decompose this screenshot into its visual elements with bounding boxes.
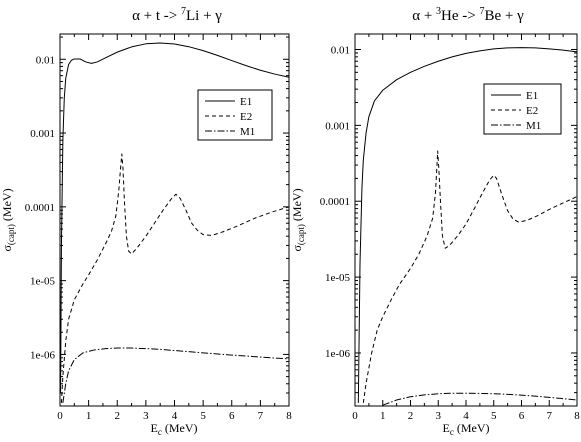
x-tick-label: 4 (463, 410, 469, 422)
legend-box (197, 89, 273, 141)
series-e2-line (60, 153, 290, 403)
x-tick-label: 5 (200, 410, 206, 422)
y-tick-label: 0.01 (36, 54, 55, 66)
series-e1-line (60, 42, 290, 394)
x-tick-label: 4 (172, 410, 178, 422)
y-tick-label: 0.0001 (25, 202, 55, 214)
y-axis-label: σ(capt) (MeV) (290, 188, 306, 251)
chart-panel-alpha-t: α + t -> 7Li + γ 0 1 2 3 4 5 6 7 8 0.01 0.001 0.000… (0, 6, 292, 437)
legend-box (483, 83, 562, 135)
legend-label-e2: E2 (240, 111, 252, 123)
x-tick-label: 7 (258, 410, 264, 422)
x-tick-label: 3 (436, 410, 442, 422)
series-m1-line (382, 392, 578, 406)
legend-label-e1: E1 (240, 96, 252, 108)
curves (357, 47, 578, 406)
x-tick-label: 3 (143, 410, 149, 422)
legend: E1 E2 M1 (197, 89, 273, 141)
curves (60, 42, 290, 404)
x-axis-label: Ec (MeV) (151, 421, 198, 437)
series-e1-line (357, 47, 578, 403)
legend-label-m1: M1 (526, 120, 541, 132)
x-tick-label: 8 (574, 410, 580, 422)
y-tick-label: 1e-06 (30, 349, 56, 361)
y-tick-label: 1e-06 (325, 348, 351, 360)
y-tick-label: 1e-05 (30, 276, 56, 288)
x-tick-label: 1 (86, 410, 92, 422)
x-tick-label: 6 (229, 410, 235, 422)
legend-label-e2: E2 (526, 105, 538, 117)
x-tick-label: 1 (380, 410, 386, 422)
axis-ticks: 0 1 2 3 4 5 6 7 8 0.01 0.001 0.0001 1e-05 1e-06 (25, 34, 292, 422)
x-tick-label: 7 (547, 410, 553, 422)
y-tick-label: 0.01 (331, 44, 350, 56)
legend-label-e1: E1 (526, 90, 538, 102)
legend-label-m1: M1 (240, 126, 255, 138)
x-axis-label: Ec (MeV) (443, 421, 490, 437)
x-tick-label: 2 (115, 410, 121, 422)
y-tick-label: 0.0001 (320, 196, 350, 208)
series-m1-line (62, 347, 290, 404)
y-tick-label: 0.001 (325, 120, 350, 132)
chart-title: α + t -> 7Li + γ (132, 6, 222, 24)
x-tick-label: 2 (408, 410, 414, 422)
x-tick-label: 0 (57, 410, 63, 422)
y-axis-label: σ(capt) (MeV) (0, 188, 16, 251)
legend: E1 E2 M1 (483, 83, 562, 135)
y-tick-label: 1e-05 (325, 272, 351, 284)
x-tick-label: 8 (286, 410, 292, 422)
axis-ticks: 0 1 2 3 4 5 6 7 8 0.01 0.001 0.0001 1e-05 1e-06 (320, 34, 580, 422)
chart-title: α + 3He -> 7Be + γ (412, 6, 524, 24)
y-tick-label: 0.001 (30, 128, 55, 140)
series-e2-line (362, 150, 578, 403)
chart-panel-alpha-he3: α + 3He -> 7Be + γ 0 1 2 3 4 5 6 7 8 0.01 0.001 0.0… (290, 6, 580, 437)
x-tick-label: 0 (352, 410, 358, 422)
x-tick-label: 5 (491, 410, 497, 422)
x-tick-label: 6 (519, 410, 525, 422)
